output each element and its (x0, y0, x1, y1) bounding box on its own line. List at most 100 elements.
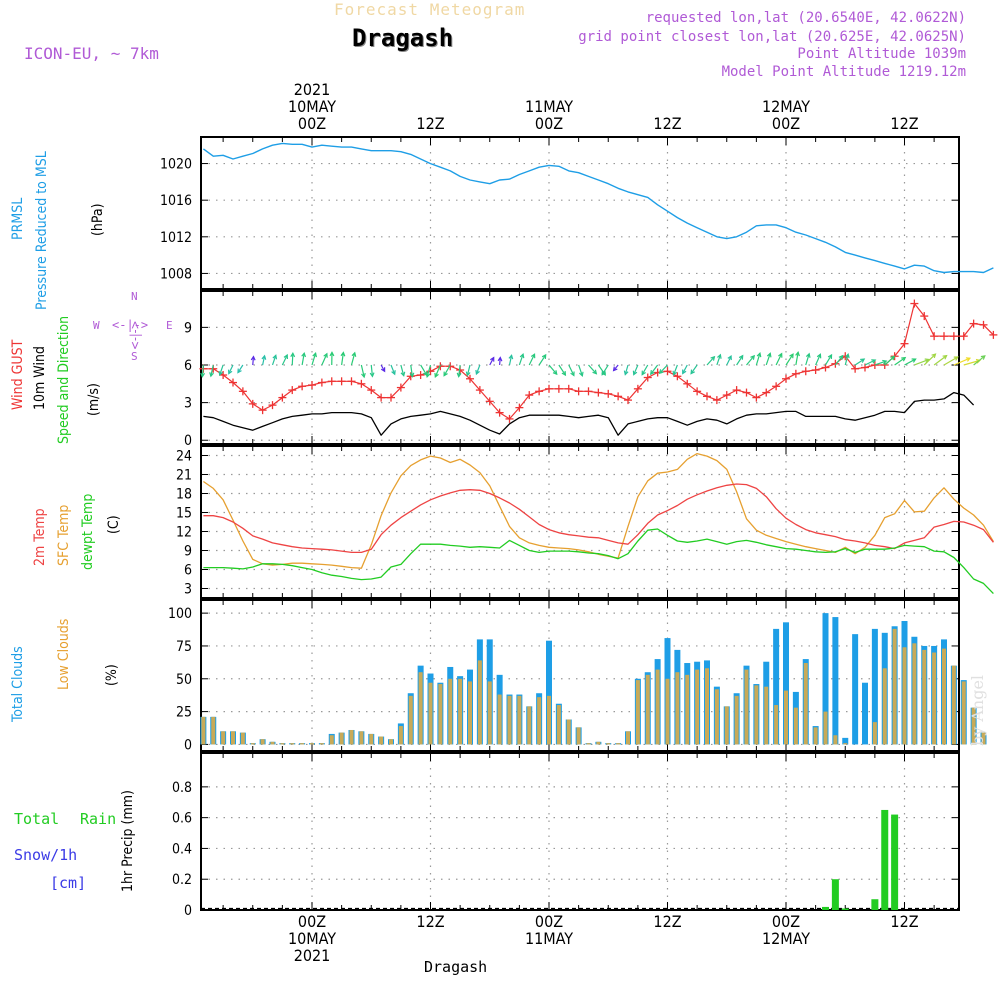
low-cloud-bar (458, 678, 463, 745)
wind-arrow (369, 364, 375, 378)
time-axis-label: 00Z (534, 912, 564, 931)
gust-marker (940, 332, 948, 341)
low-cloud-bar (448, 678, 453, 745)
low-cloud-bar (477, 660, 482, 745)
wind-arrow (508, 354, 514, 366)
low-cloud-bar (616, 743, 621, 745)
total-cloud-bar (546, 640, 552, 745)
precip-snow-label: Snow/1h (14, 846, 78, 864)
gust-marker (851, 364, 860, 373)
time-axis-label: 11MAY (524, 929, 574, 948)
gust-marker (732, 386, 741, 395)
wind-arrow (746, 354, 756, 366)
time-axis-label: 00Z (534, 114, 564, 133)
gust-marker (377, 393, 386, 402)
low-cloud-bar (250, 743, 255, 745)
low-cloud-bar (655, 669, 660, 745)
y-tick-label: 100 (168, 606, 192, 622)
low-cloud-bar (734, 695, 739, 745)
wind-arrow (815, 353, 822, 366)
wind-arrow (548, 364, 558, 376)
low-cloud-bar (882, 668, 887, 745)
y-tick-label: 75 (176, 639, 192, 655)
total-cloud-bar (862, 682, 868, 745)
time-axis-label: 12Z (653, 114, 682, 133)
low-cloud-bar (695, 669, 700, 745)
gust-marker (317, 378, 326, 387)
wind-arrow (434, 364, 441, 379)
low-cloud-bar (784, 690, 788, 745)
wind-arrow (528, 353, 536, 366)
wind-arrow (601, 364, 609, 376)
y-tick-label: 1008 (160, 266, 192, 282)
compass-horizontal: <-|-> (112, 318, 149, 332)
wind-arrow (218, 364, 224, 377)
gust-marker (298, 382, 307, 391)
gust-marker (693, 387, 702, 396)
clouds-unit: (%) (104, 664, 120, 686)
low-cloud-bar (714, 689, 719, 745)
requested-coords: requested lon,lat (20.6540E, 42.0622N) (645, 10, 966, 26)
gust-marker (564, 384, 573, 393)
time-axis-label: 00Z (771, 912, 801, 931)
rain-bar (831, 879, 839, 910)
gust-marker (278, 393, 287, 402)
rain-bar (891, 814, 899, 910)
wind-panel: 0 3 6 9 (184, 290, 960, 449)
clouds-low-label: Low Clouds (56, 618, 72, 690)
gust-marker (238, 387, 247, 396)
time-axis-label: 12MAY (761, 97, 811, 116)
low-cloud-bar (329, 735, 334, 745)
wind-arrow (765, 352, 772, 366)
wind-arrow (864, 359, 877, 366)
low-cloud-bar (556, 705, 561, 745)
wind-arrow (914, 358, 930, 366)
low-cloud-bar (754, 685, 759, 745)
low-cloud-bar (744, 669, 749, 745)
low-cloud-bar (922, 649, 927, 745)
gust-marker (683, 379, 692, 388)
gust-marker (367, 386, 376, 395)
gust-marker (772, 382, 781, 391)
low-cloud-bar (260, 739, 265, 745)
y-tick-label: 6 (184, 563, 192, 579)
wind-arrow (311, 352, 317, 366)
low-cloud-bar (300, 743, 305, 745)
time-axis-label: 12Z (416, 912, 445, 931)
wind-arrow (775, 352, 783, 366)
wind-arrow (456, 364, 462, 378)
footer-location: Dragash (424, 958, 488, 976)
low-cloud-bar (586, 743, 591, 745)
precip-unit: 1hr Precip (mm) (120, 790, 136, 892)
temp-dewpt-label: dewpt Temp (80, 493, 96, 570)
low-cloud-bar (833, 735, 838, 745)
gust-marker (663, 367, 672, 376)
low-cloud-bar (339, 732, 344, 745)
wind-arrow (425, 364, 432, 379)
low-cloud-bar (201, 716, 206, 745)
total-cloud-bar (832, 617, 839, 745)
low-cloud-bar (487, 681, 492, 745)
wind-arrow (290, 352, 296, 366)
low-cloud-bar (685, 674, 690, 745)
low-cloud-bar (221, 731, 226, 745)
wind-arrow (672, 364, 678, 376)
wind-arrow (844, 353, 850, 366)
wind-arrow (650, 364, 659, 376)
low-cloud-bar (606, 743, 611, 745)
dewpt-line (203, 528, 994, 595)
wind-arrow (795, 351, 800, 366)
gust-marker (525, 391, 534, 400)
gust-marker (930, 332, 939, 341)
wind-unit: (m/s) (86, 383, 102, 416)
precip-frame (200, 752, 960, 911)
precip-snow-unit: [cm] (50, 874, 87, 892)
wind-arrow (237, 364, 244, 374)
low-cloud-bar (635, 680, 640, 745)
gust-marker (811, 366, 820, 375)
clouds-total-label: Total Clouds (10, 646, 26, 722)
gust-marker (347, 377, 356, 386)
gust-marker (426, 367, 435, 376)
low-cloud-bar (932, 652, 937, 745)
low-cloud-bar (951, 665, 956, 745)
